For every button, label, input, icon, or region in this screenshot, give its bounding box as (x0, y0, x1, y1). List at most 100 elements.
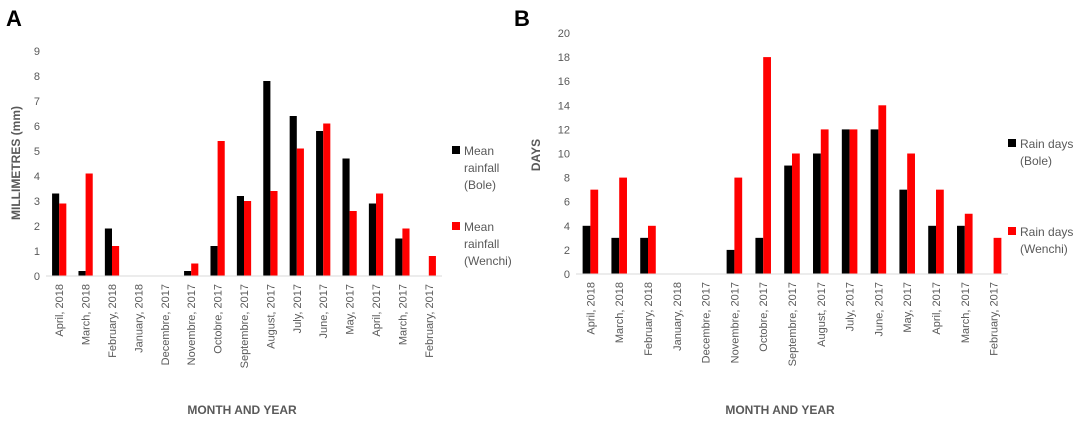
y-tick-label: 1 (34, 246, 40, 258)
bar-series-2 (112, 246, 120, 276)
bar-series-1 (841, 129, 850, 274)
bar-series-1 (78, 271, 86, 276)
panel-b-legend: Rain days (Bole) Rain days (Wenchi) (1008, 137, 1073, 256)
x-tick-label: June, 2017 (873, 282, 885, 336)
x-tick-label: Septembre, 2017 (239, 284, 251, 368)
x-tick-label: February, 2017 (989, 282, 1001, 356)
panel-a-y-axis-title: MILLIMETRES (mm) (9, 106, 23, 220)
bar-series-2 (244, 201, 252, 276)
x-tick-label: April, 2018 (585, 282, 597, 335)
legend-label: Rain days (1020, 225, 1073, 239)
bar-series-1 (368, 203, 376, 276)
bar-series-1 (611, 237, 620, 274)
y-tick-label: 0 (564, 269, 570, 281)
y-tick-label: 7 (34, 96, 40, 108)
x-tick-label: February, 2017 (424, 284, 436, 358)
bar-series-1 (104, 228, 112, 276)
legend-label: rainfall (464, 161, 499, 175)
y-tick-label: 9 (34, 46, 40, 58)
x-tick-label: February, 2018 (107, 284, 119, 358)
bar-series-1 (52, 193, 60, 276)
legend-swatch (452, 146, 460, 154)
legend-label: (Bole) (464, 178, 496, 192)
panel-b-label: B (514, 6, 530, 31)
x-tick-label: April, 2017 (371, 284, 383, 337)
bar-series-2 (217, 141, 225, 276)
x-tick-label: May, 2017 (345, 284, 357, 335)
x-tick-label: Decembre, 2017 (701, 282, 713, 363)
bar-series-2 (191, 263, 199, 276)
x-tick-label: Septembre, 2017 (787, 282, 799, 366)
bar-series-1 (582, 225, 591, 274)
x-tick-label: May, 2017 (902, 282, 914, 333)
y-tick-label: 16 (558, 76, 570, 88)
y-tick-label: 8 (34, 71, 40, 83)
bar-series-2 (296, 148, 304, 276)
x-tick-label: March, 2018 (81, 284, 93, 345)
x-tick-label: June, 2017 (318, 284, 330, 338)
bar-series-2 (907, 153, 915, 274)
bar-series-2 (849, 129, 858, 274)
bar-series-2 (590, 189, 599, 274)
bar-series-1 (263, 81, 271, 276)
y-tick-label: 2 (564, 245, 570, 257)
bar-series-2 (734, 177, 743, 274)
y-tick-label: 14 (558, 100, 570, 112)
bar-series-1 (957, 225, 965, 274)
bar-series-1 (236, 196, 244, 276)
x-tick-label: Novembre, 2017 (729, 282, 741, 363)
bar-series-1 (210, 246, 218, 276)
bar-series-2 (820, 129, 829, 274)
bar-series-2 (323, 123, 331, 276)
panel-b-bars (582, 57, 1002, 274)
legend-label: Mean (464, 220, 494, 234)
x-tick-label: January, 2018 (133, 284, 145, 353)
legend-label: rainfall (464, 237, 499, 251)
legend-label: (Bole) (1020, 154, 1052, 168)
x-tick-label: April, 2017 (931, 282, 943, 335)
legend-swatch (1008, 227, 1016, 235)
panel-b-x-axis-title: MONTH AND YEAR (725, 403, 835, 417)
y-tick-label: 8 (564, 173, 570, 185)
bar-series-2 (763, 57, 771, 274)
bar-series-2 (648, 225, 656, 274)
bar-series-1 (813, 153, 821, 274)
y-tick-label: 12 (558, 124, 570, 136)
x-tick-label: August, 2017 (816, 282, 828, 347)
panel-a-y-ticks: 0 1 2 3 4 5 6 7 8 9 (34, 46, 40, 283)
y-tick-label: 2 (34, 221, 40, 233)
panel-a-x-axis-title: MONTH AND YEAR (187, 403, 297, 417)
y-tick-label: 6 (564, 197, 570, 209)
x-tick-label: Decembre, 2017 (160, 284, 172, 365)
y-tick-label: 4 (564, 221, 570, 233)
y-tick-label: 5 (34, 146, 40, 158)
bar-series-2 (402, 228, 410, 276)
y-tick-label: 10 (558, 149, 570, 161)
panel-b-y-axis-title: DAYS (529, 139, 543, 171)
bar-series-2 (619, 177, 627, 274)
legend-label: Mean (464, 144, 494, 158)
bar-series-2 (792, 153, 800, 274)
bar-series-2 (85, 173, 93, 276)
legend-label: Rain days (1020, 137, 1073, 151)
bar-series-1 (726, 249, 735, 274)
bar-series-1 (784, 165, 792, 274)
x-tick-label: Octobre, 2017 (758, 282, 770, 352)
legend-swatch (452, 222, 460, 230)
bar-series-1 (928, 225, 936, 274)
bar-series-1 (899, 189, 908, 274)
bar-series-2 (349, 211, 357, 276)
bar-series-2 (878, 105, 887, 274)
bar-series-2 (428, 256, 436, 276)
bar-series-1 (755, 237, 764, 274)
bar-series-1 (640, 237, 648, 274)
panel-a-bars (52, 81, 436, 276)
bar-series-1 (184, 271, 192, 276)
x-tick-label: March, 2018 (614, 282, 626, 343)
y-tick-label: 6 (34, 121, 40, 133)
bar-series-2 (376, 193, 384, 276)
x-tick-label: July, 2017 (292, 284, 304, 333)
bar-series-2 (936, 189, 944, 274)
bar-series-1 (395, 238, 403, 276)
